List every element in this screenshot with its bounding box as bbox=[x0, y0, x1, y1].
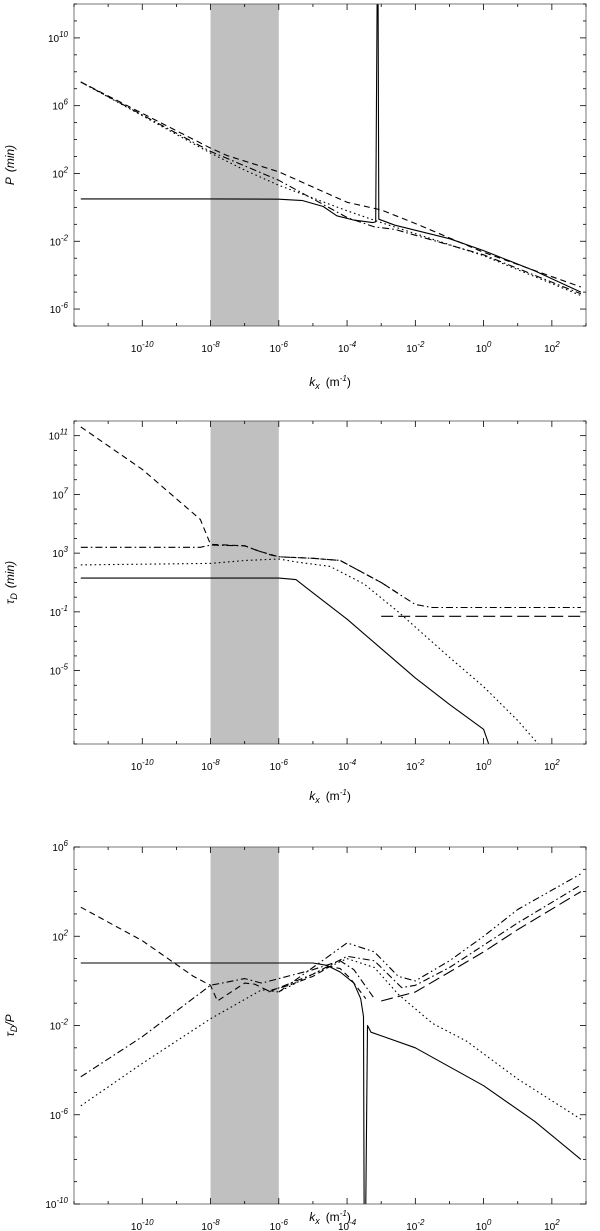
x-tick-label: 10-10 bbox=[131, 758, 154, 773]
plot-frame bbox=[73, 3, 587, 327]
series-group bbox=[80, 4, 582, 297]
series-line-3-dashdot bbox=[80, 544, 581, 609]
chart-2: 10-10 10-8 10-6 10-4 10-2 100 102 10-5 10-1 103 10… bbox=[3, 420, 587, 805]
series-line-4-dashed bbox=[80, 426, 402, 597]
series-line-1-solid bbox=[80, 577, 490, 744]
x-tick-label: 10-10 bbox=[131, 340, 154, 355]
y-tick-label: 10-2 bbox=[50, 1018, 69, 1033]
x-tick-label: 10-2 bbox=[406, 758, 425, 773]
y-tick-label: 10-2 bbox=[50, 233, 69, 248]
y-tick-label: 103 bbox=[52, 545, 68, 560]
series-line-2-dashed bbox=[80, 906, 367, 1002]
x-tick-label: 10-6 bbox=[270, 1218, 289, 1231]
x-tick-label: 10-10 bbox=[131, 1218, 154, 1231]
x-tick-label: 100 bbox=[476, 1218, 492, 1231]
series-line-5-dashdotdot bbox=[278, 873, 582, 993]
y-tick-label: 107 bbox=[52, 486, 68, 501]
plot-frame bbox=[73, 846, 587, 1205]
series-line-1-solid bbox=[80, 962, 582, 1204]
x-axis-label: kx (m-1) bbox=[309, 788, 351, 805]
x-tick-label: 102 bbox=[544, 1218, 560, 1231]
series-line-4-dashdot bbox=[80, 81, 582, 295]
y-tick-label: 106 bbox=[52, 839, 68, 854]
y-tick-label: 106 bbox=[52, 98, 68, 113]
series-line-3-dashdot bbox=[80, 960, 375, 1078]
x-tick-label: 10-8 bbox=[201, 758, 220, 773]
plot-frame bbox=[73, 420, 587, 745]
y-tick-label: 10-6 bbox=[50, 1107, 69, 1122]
series-line-3-dotted bbox=[80, 81, 582, 297]
x-axis-label: kx (m-1) bbox=[309, 1209, 351, 1226]
x-tick-label: 102 bbox=[544, 758, 560, 773]
x-tick-label: 10-4 bbox=[338, 758, 357, 773]
y-tick-label: 102 bbox=[52, 165, 68, 180]
series-line-1-solid bbox=[80, 4, 582, 293]
shaded-region bbox=[210, 847, 279, 1204]
y-tick-label: 10-10 bbox=[45, 1196, 68, 1211]
x-axis-label: kx (m-1) bbox=[309, 374, 351, 391]
chart-1: 10-10 10-8 10-6 10-4 10-2 100 102 10-6 10-2 102 10… bbox=[3, 3, 587, 391]
y-tick-label: 10-1 bbox=[50, 604, 68, 619]
series-line-7-longdash bbox=[381, 891, 582, 1002]
y-axis-label: τD(min) bbox=[3, 561, 19, 604]
y-tick-label: 10-5 bbox=[50, 663, 69, 678]
x-tick-label: 100 bbox=[476, 758, 492, 773]
y-tick-label: 102 bbox=[52, 928, 68, 943]
shaded-region bbox=[210, 421, 279, 744]
shaded-region bbox=[210, 4, 279, 326]
y-axis-label: P(min) bbox=[3, 145, 17, 185]
series-line-4-dotted bbox=[80, 958, 582, 1120]
series-line-6-dashdot bbox=[268, 884, 582, 993]
x-tick-label: 10-2 bbox=[406, 1218, 425, 1231]
y-tick-label: 1011 bbox=[49, 428, 68, 443]
series-line-2-dotted bbox=[80, 558, 539, 744]
x-tick-label: 10-6 bbox=[270, 758, 289, 773]
x-tick-label: 10-8 bbox=[201, 340, 220, 355]
x-tick-label: 10-4 bbox=[338, 340, 357, 355]
x-tick-label: 100 bbox=[476, 340, 492, 355]
x-tick-label: 10-2 bbox=[406, 340, 425, 355]
y-tick-label: 10-6 bbox=[50, 301, 69, 316]
x-tick-label: 102 bbox=[544, 340, 560, 355]
y-axis-label: τD/P bbox=[3, 1014, 19, 1036]
x-tick-label: 10-8 bbox=[201, 1218, 220, 1231]
x-tick-label: 10-6 bbox=[270, 340, 289, 355]
chart-3: 10-10 10-8 10-6 10-4 10-2 100 10210-1010-610-2… bbox=[3, 839, 587, 1231]
series-group bbox=[80, 873, 582, 1204]
series-line-2-dashed bbox=[80, 81, 582, 288]
series-group bbox=[80, 426, 581, 744]
y-tick-label: 1010 bbox=[48, 30, 69, 45]
